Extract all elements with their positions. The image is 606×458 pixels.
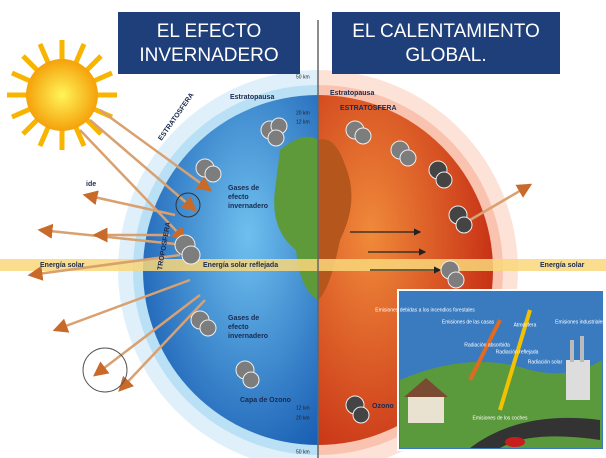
inset-label: Emisiones debidas a los incendios forest… xyxy=(375,307,475,313)
altitude: 50 km xyxy=(296,74,310,80)
sun xyxy=(7,40,117,150)
label: Gases de xyxy=(228,185,259,192)
zoom-circle xyxy=(83,348,127,392)
label: efecto xyxy=(228,194,249,201)
solar-band xyxy=(0,259,606,271)
label: efecto xyxy=(228,324,249,331)
altitude: 20 km xyxy=(296,110,310,116)
label: Gases de xyxy=(228,315,259,322)
altitude: 12 km xyxy=(296,119,310,125)
label: Energía solar xyxy=(540,262,585,269)
label: Energía solar xyxy=(40,262,85,269)
label: Energía solar reflejada xyxy=(203,262,278,269)
label: invernadero xyxy=(228,333,268,340)
inset-label: Radiación absorbida xyxy=(464,342,510,348)
altitude: 12 km xyxy=(296,405,310,411)
inset-label: Emisiones de las casas xyxy=(442,319,495,325)
altitude: 20 km xyxy=(296,415,310,421)
inset-label: Emisiones de los coches xyxy=(472,415,528,421)
inset-label: Emisiones industriales xyxy=(555,319,605,325)
page: EL EFECTO INVERNADERO EL CALENTAMIENTO G… xyxy=(0,0,606,458)
label: Capa de Ozono xyxy=(240,397,291,404)
label: Estratopausa xyxy=(230,94,274,101)
inset-label: Radiación solar xyxy=(528,359,563,365)
label: ide xyxy=(86,181,96,188)
label: invernadero xyxy=(228,203,268,210)
title-left: INVERNADERO xyxy=(139,45,278,66)
title-right: EL CALENTAMIENTO xyxy=(352,21,540,42)
label: Ozono xyxy=(372,403,394,410)
label: Estratopausa xyxy=(330,90,374,97)
inset xyxy=(398,290,604,450)
altitude: 50 km xyxy=(296,449,310,455)
inset-label: Radiación reflejada xyxy=(496,349,539,355)
inset-label: Atmósfera xyxy=(514,322,537,328)
title-right: GLOBAL. xyxy=(405,45,486,66)
label: ESTRATOSFERA xyxy=(340,105,397,112)
title-left: EL EFECTO xyxy=(157,21,262,42)
